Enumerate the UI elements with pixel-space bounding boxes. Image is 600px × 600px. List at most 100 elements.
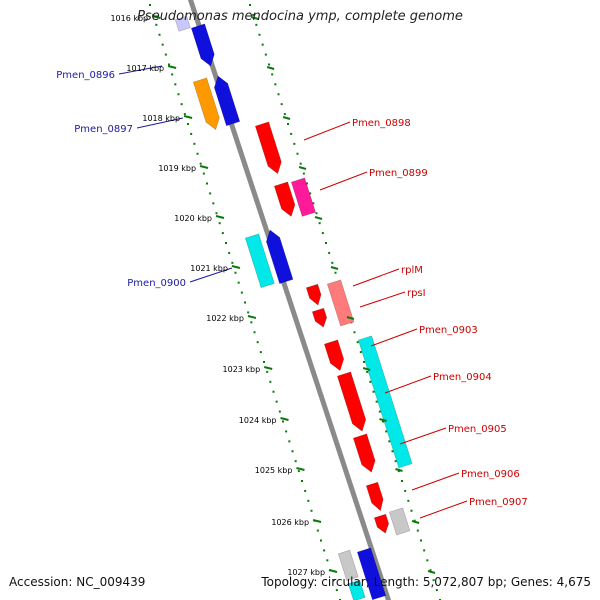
gene-label: Pmen_0899 bbox=[369, 168, 428, 179]
gene-label: Pmen_0904 bbox=[433, 372, 492, 383]
gene-arrow bbox=[326, 279, 355, 327]
gene-arrow bbox=[244, 233, 275, 289]
topology-label: Topology: bbox=[261, 575, 318, 589]
length-value: 5,072,807 bp bbox=[422, 575, 503, 589]
tick-dot bbox=[275, 400, 278, 403]
gene-label: Pmen_0896 bbox=[56, 70, 115, 81]
tick-label: 1019 kbp bbox=[158, 164, 196, 173]
tick-dot bbox=[280, 103, 283, 106]
leader-line bbox=[189, 267, 233, 283]
tick-dot bbox=[401, 480, 403, 482]
major-tick bbox=[167, 65, 177, 69]
tick-dot bbox=[237, 281, 240, 284]
tick-dot bbox=[190, 132, 193, 135]
tick-dot bbox=[382, 420, 384, 423]
gene-label: rplM bbox=[401, 265, 423, 276]
gene-arrow bbox=[336, 371, 367, 432]
gene-arrow bbox=[190, 23, 215, 67]
tick-dot bbox=[293, 142, 296, 145]
tick-dot bbox=[249, 4, 251, 6]
tick-dot bbox=[372, 390, 375, 393]
tick-dot bbox=[271, 73, 274, 76]
tick-label: 1018 kbp bbox=[142, 114, 180, 123]
genes-label: Genes: bbox=[510, 575, 553, 589]
tick-dot bbox=[250, 321, 253, 324]
tick-labels: 1016 kbp 1017 kbp 1018 kbp 1019 kbp 1020 kbp… bbox=[110, 14, 436, 577]
leader-line bbox=[419, 500, 468, 519]
tick-dot bbox=[353, 331, 356, 334]
tick-dot bbox=[375, 400, 378, 403]
accession-label: Accession: bbox=[9, 575, 73, 589]
tick-dot bbox=[294, 460, 297, 463]
tick-dot bbox=[247, 311, 250, 314]
tick-dot bbox=[152, 13, 155, 16]
tick-dot bbox=[432, 579, 435, 582]
tick-label: 1023 kbp bbox=[223, 365, 261, 374]
tick-dot bbox=[309, 192, 312, 195]
accession-value: NC_009439 bbox=[76, 575, 146, 589]
tick-dot bbox=[435, 589, 438, 592]
major-tick bbox=[379, 418, 387, 422]
tick-dot bbox=[231, 261, 234, 264]
tick-dot bbox=[269, 380, 272, 383]
gene-arrow bbox=[273, 181, 296, 217]
tick-dot bbox=[168, 63, 170, 66]
major-tick bbox=[328, 569, 338, 573]
tick-label: 1016 kbp bbox=[110, 14, 148, 23]
tick-dot bbox=[391, 450, 394, 453]
leader-line bbox=[303, 121, 351, 141]
leader-line bbox=[118, 65, 163, 75]
tick-dot bbox=[259, 351, 262, 354]
tick-dot bbox=[193, 142, 196, 145]
tick-dot bbox=[304, 489, 307, 492]
leader-line bbox=[319, 171, 368, 191]
major-tick bbox=[250, 16, 259, 20]
major-tick bbox=[314, 216, 323, 220]
tick-dot bbox=[413, 519, 416, 522]
gene-arrow bbox=[365, 481, 384, 512]
gene-arrow bbox=[266, 229, 294, 284]
genome-stats: Topology: circular; Length: 5,072,807 bp… bbox=[261, 575, 591, 589]
tick-dot bbox=[407, 499, 410, 502]
tick-dot bbox=[307, 499, 310, 502]
major-tick bbox=[427, 570, 436, 574]
tick-dot bbox=[296, 152, 299, 155]
tick-dot bbox=[323, 549, 326, 552]
topology-value: circular bbox=[321, 575, 366, 589]
tick-dot bbox=[359, 351, 362, 354]
label-leader-lines bbox=[118, 65, 468, 519]
tick-dot bbox=[316, 529, 319, 532]
tick-dot bbox=[272, 390, 275, 393]
leader-line bbox=[352, 268, 400, 287]
map-title: Pseudomonas mendocina ymp, complete geno… bbox=[137, 9, 463, 24]
tick-dot bbox=[266, 370, 269, 373]
tick-dot bbox=[264, 53, 267, 56]
tick-dot bbox=[328, 251, 331, 254]
tick-dot bbox=[420, 539, 422, 542]
gene-arrow bbox=[347, 579, 366, 600]
leader-line bbox=[399, 427, 447, 445]
major-tick bbox=[282, 116, 291, 120]
tick-dot bbox=[404, 489, 407, 492]
tick-dot bbox=[174, 83, 177, 86]
tick-dot bbox=[397, 470, 400, 473]
tick-dot bbox=[302, 172, 305, 175]
leader-line bbox=[411, 472, 460, 491]
tick-dot bbox=[149, 4, 151, 6]
tick-dot bbox=[388, 440, 391, 443]
leader-line bbox=[370, 328, 418, 347]
major-tick bbox=[263, 366, 273, 370]
gene-arrow bbox=[337, 549, 359, 581]
major-tick bbox=[266, 66, 275, 70]
tick-dot bbox=[306, 182, 308, 185]
tick-dot bbox=[253, 331, 256, 334]
tick-dot bbox=[423, 549, 426, 552]
tick-dot bbox=[268, 63, 270, 66]
major-tick bbox=[247, 315, 257, 319]
gene-label: Pmen_0905 bbox=[448, 424, 507, 435]
tick-dot bbox=[256, 341, 259, 344]
tick-dot bbox=[209, 192, 212, 195]
tick-dot bbox=[378, 410, 381, 413]
tick-dot bbox=[335, 589, 338, 592]
